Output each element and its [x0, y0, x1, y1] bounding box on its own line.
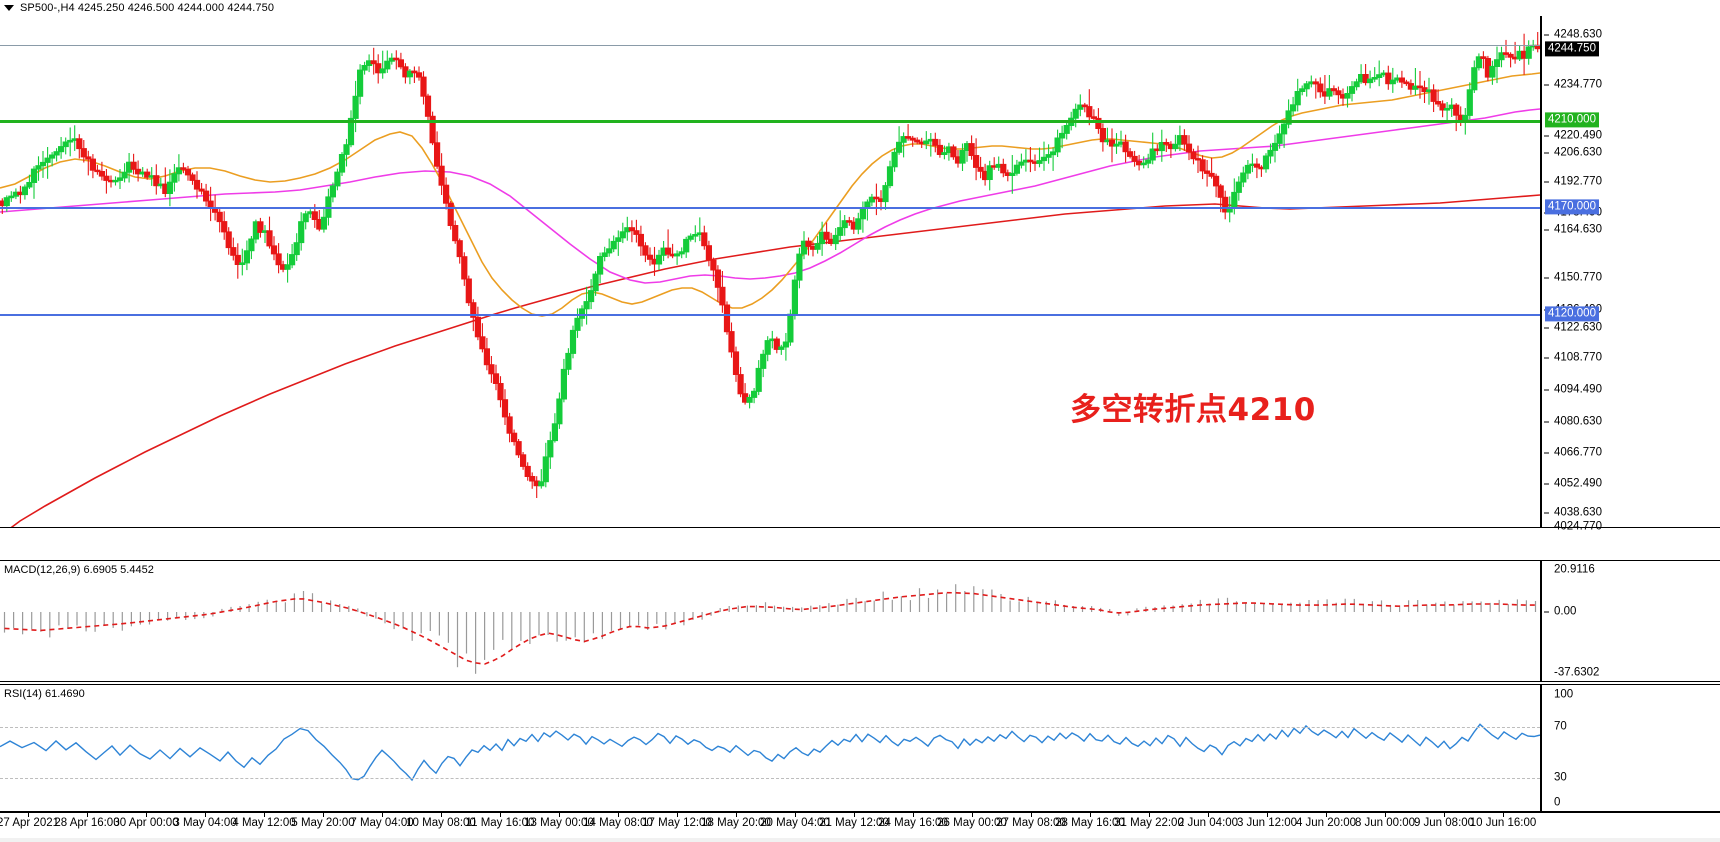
- rsi-caption: RSI(14) 61.4690: [4, 688, 85, 700]
- price-panel[interactable]: 多空转折点4210 4248.630 4244.750 4234.770 422…: [0, 16, 1720, 532]
- price-axis-label: 4024.770: [1554, 520, 1602, 533]
- current-price-badge: 4244.750: [1545, 41, 1599, 57]
- symbol-header: SP500-,H4 4245.250 4246.500 4244.000 424…: [0, 0, 1720, 16]
- price-axis-label: 4220.490: [1554, 129, 1602, 142]
- price-axis-label: 4052.490: [1554, 477, 1602, 490]
- price-axis-label: 4164.630: [1554, 223, 1602, 236]
- rsi-level-70-line: [0, 727, 1540, 728]
- time-axis-label: 31 May 22:00: [1114, 817, 1184, 829]
- symbol-ohlc-text: SP500-,H4 4245.250 4246.500 4244.000 424…: [20, 2, 275, 14]
- rsi-panel[interactable]: RSI(14) 61.4690 100 70 30 0: [0, 684, 1720, 812]
- time-axis-label: 28 May 16:00: [1055, 817, 1125, 829]
- level-badge-4170: 4170.000: [1545, 199, 1599, 215]
- macd-panel[interactable]: MACD(12,26,9) 6.6905 5.4452 20.9116 0.00…: [0, 560, 1720, 682]
- rsi-plot-area[interactable]: [0, 685, 1540, 811]
- chart-annotation-text: 多空转折点4210: [1070, 392, 1316, 428]
- level-line-4170: [0, 207, 1540, 209]
- macd-plot-area[interactable]: [0, 561, 1540, 681]
- time-axis-label: 10 Jun 16:00: [1469, 817, 1537, 829]
- rsi-axis-label: 100: [1554, 688, 1574, 701]
- price-axis-label: 4150.770: [1554, 271, 1602, 284]
- rsi-axis-label: 0: [1554, 796, 1561, 809]
- level-badge-4120: 4120.000: [1545, 306, 1599, 322]
- current-price-line: [0, 45, 1540, 46]
- candlestick-series: [0, 32, 1540, 498]
- level-line-4120: [0, 314, 1540, 316]
- ma-magenta-line: [0, 108, 1540, 284]
- rsi-axis[interactable]: 100 70 30 0: [1540, 685, 1720, 811]
- macd-axis-label: 20.9116: [1554, 563, 1595, 576]
- time-axis-label: 3 May 04:00: [173, 817, 237, 829]
- time-axis-label: 13 May 00:00: [524, 817, 594, 829]
- rsi-line: [0, 723, 1540, 782]
- rsi-axis-label: 30: [1554, 771, 1567, 784]
- price-series-svg: [0, 32, 1540, 527]
- time-axis-label: 26 May 00:00: [937, 817, 1007, 829]
- window-bottom-strip: [0, 838, 1720, 842]
- price-axis-label: 4066.770: [1554, 446, 1602, 459]
- level-badge-4210: 4210.000: [1545, 112, 1599, 128]
- level-line-4210: [0, 120, 1540, 123]
- time-axis-label: 14 May 08:00: [583, 817, 653, 829]
- time-axis-label: 17 May 12:00: [642, 817, 712, 829]
- time-axis-label: 2 Jun 04:00: [1177, 817, 1239, 829]
- time-axis[interactable]: 27 Apr 2021 28 Apr 16:00 30 Apr 00:00 3 May…: [0, 812, 1720, 842]
- price-axis-label: 4248.630: [1554, 28, 1602, 41]
- macd-axis-label: 0.00: [1554, 605, 1577, 618]
- macd-series-svg: [3, 584, 1537, 674]
- time-axis-label: 24 May 16:00: [878, 817, 948, 829]
- time-axis-label: 5 May 20:00: [291, 817, 355, 829]
- time-axis-label: 21 May 12:00: [819, 817, 889, 829]
- time-axis-label: 8 Jun 00:00: [1354, 817, 1416, 829]
- price-axis-label: 4122.630: [1554, 321, 1602, 334]
- time-axis-label: 9 Jun 08:00: [1413, 817, 1475, 829]
- macd-histogram: [3, 584, 1537, 674]
- macd-axis[interactable]: 20.9116 0.00 -37.6302: [1540, 561, 1720, 681]
- rsi-level-30-line: [0, 778, 1540, 779]
- time-axis-label: 4 May 12:00: [232, 817, 296, 829]
- price-axis[interactable]: 4248.630 4244.750 4234.770 4220.490 4210…: [1540, 16, 1720, 532]
- price-axis-label: 4038.630: [1554, 506, 1602, 519]
- price-axis-label: 4080.630: [1554, 415, 1602, 428]
- time-axis-label: 27 May 08:00: [996, 817, 1066, 829]
- price-plot-area[interactable]: 多空转折点4210: [0, 16, 1540, 527]
- price-axis-label: 4206.630: [1554, 146, 1602, 159]
- time-axis-label: 18 May 20:00: [701, 817, 771, 829]
- price-axis-label: 4192.770: [1554, 175, 1602, 188]
- time-axis-label: 20 May 04:00: [760, 817, 830, 829]
- macd-signal-line: [4, 591, 1536, 665]
- price-axis-label: 4094.490: [1554, 383, 1602, 396]
- time-axis-label: 11 May 16:00: [465, 817, 535, 829]
- time-axis-label: 10 May 08:00: [406, 817, 476, 829]
- time-axis-label: 28 Apr 16:00: [54, 817, 120, 829]
- macd-caption: MACD(12,26,9) 6.6905 5.4452: [4, 564, 154, 576]
- rsi-axis-label: 70: [1554, 720, 1567, 733]
- macd-axis-label: -37.6302: [1554, 666, 1600, 679]
- price-axis-label: 4108.770: [1554, 351, 1602, 364]
- time-axis-label: 3 Jun 12:00: [1236, 817, 1298, 829]
- time-axis-label: 27 Apr 2021: [0, 817, 60, 829]
- time-axis-label: 30 Apr 00:00: [113, 817, 179, 829]
- time-axis-label: 7 May 04:00: [350, 817, 414, 829]
- price-axis-label: 4234.770: [1554, 78, 1602, 91]
- rsi-series-svg: [0, 723, 1540, 782]
- collapse-caret-icon[interactable]: [4, 5, 14, 11]
- time-axis-label: 4 Jun 20:00: [1295, 817, 1357, 829]
